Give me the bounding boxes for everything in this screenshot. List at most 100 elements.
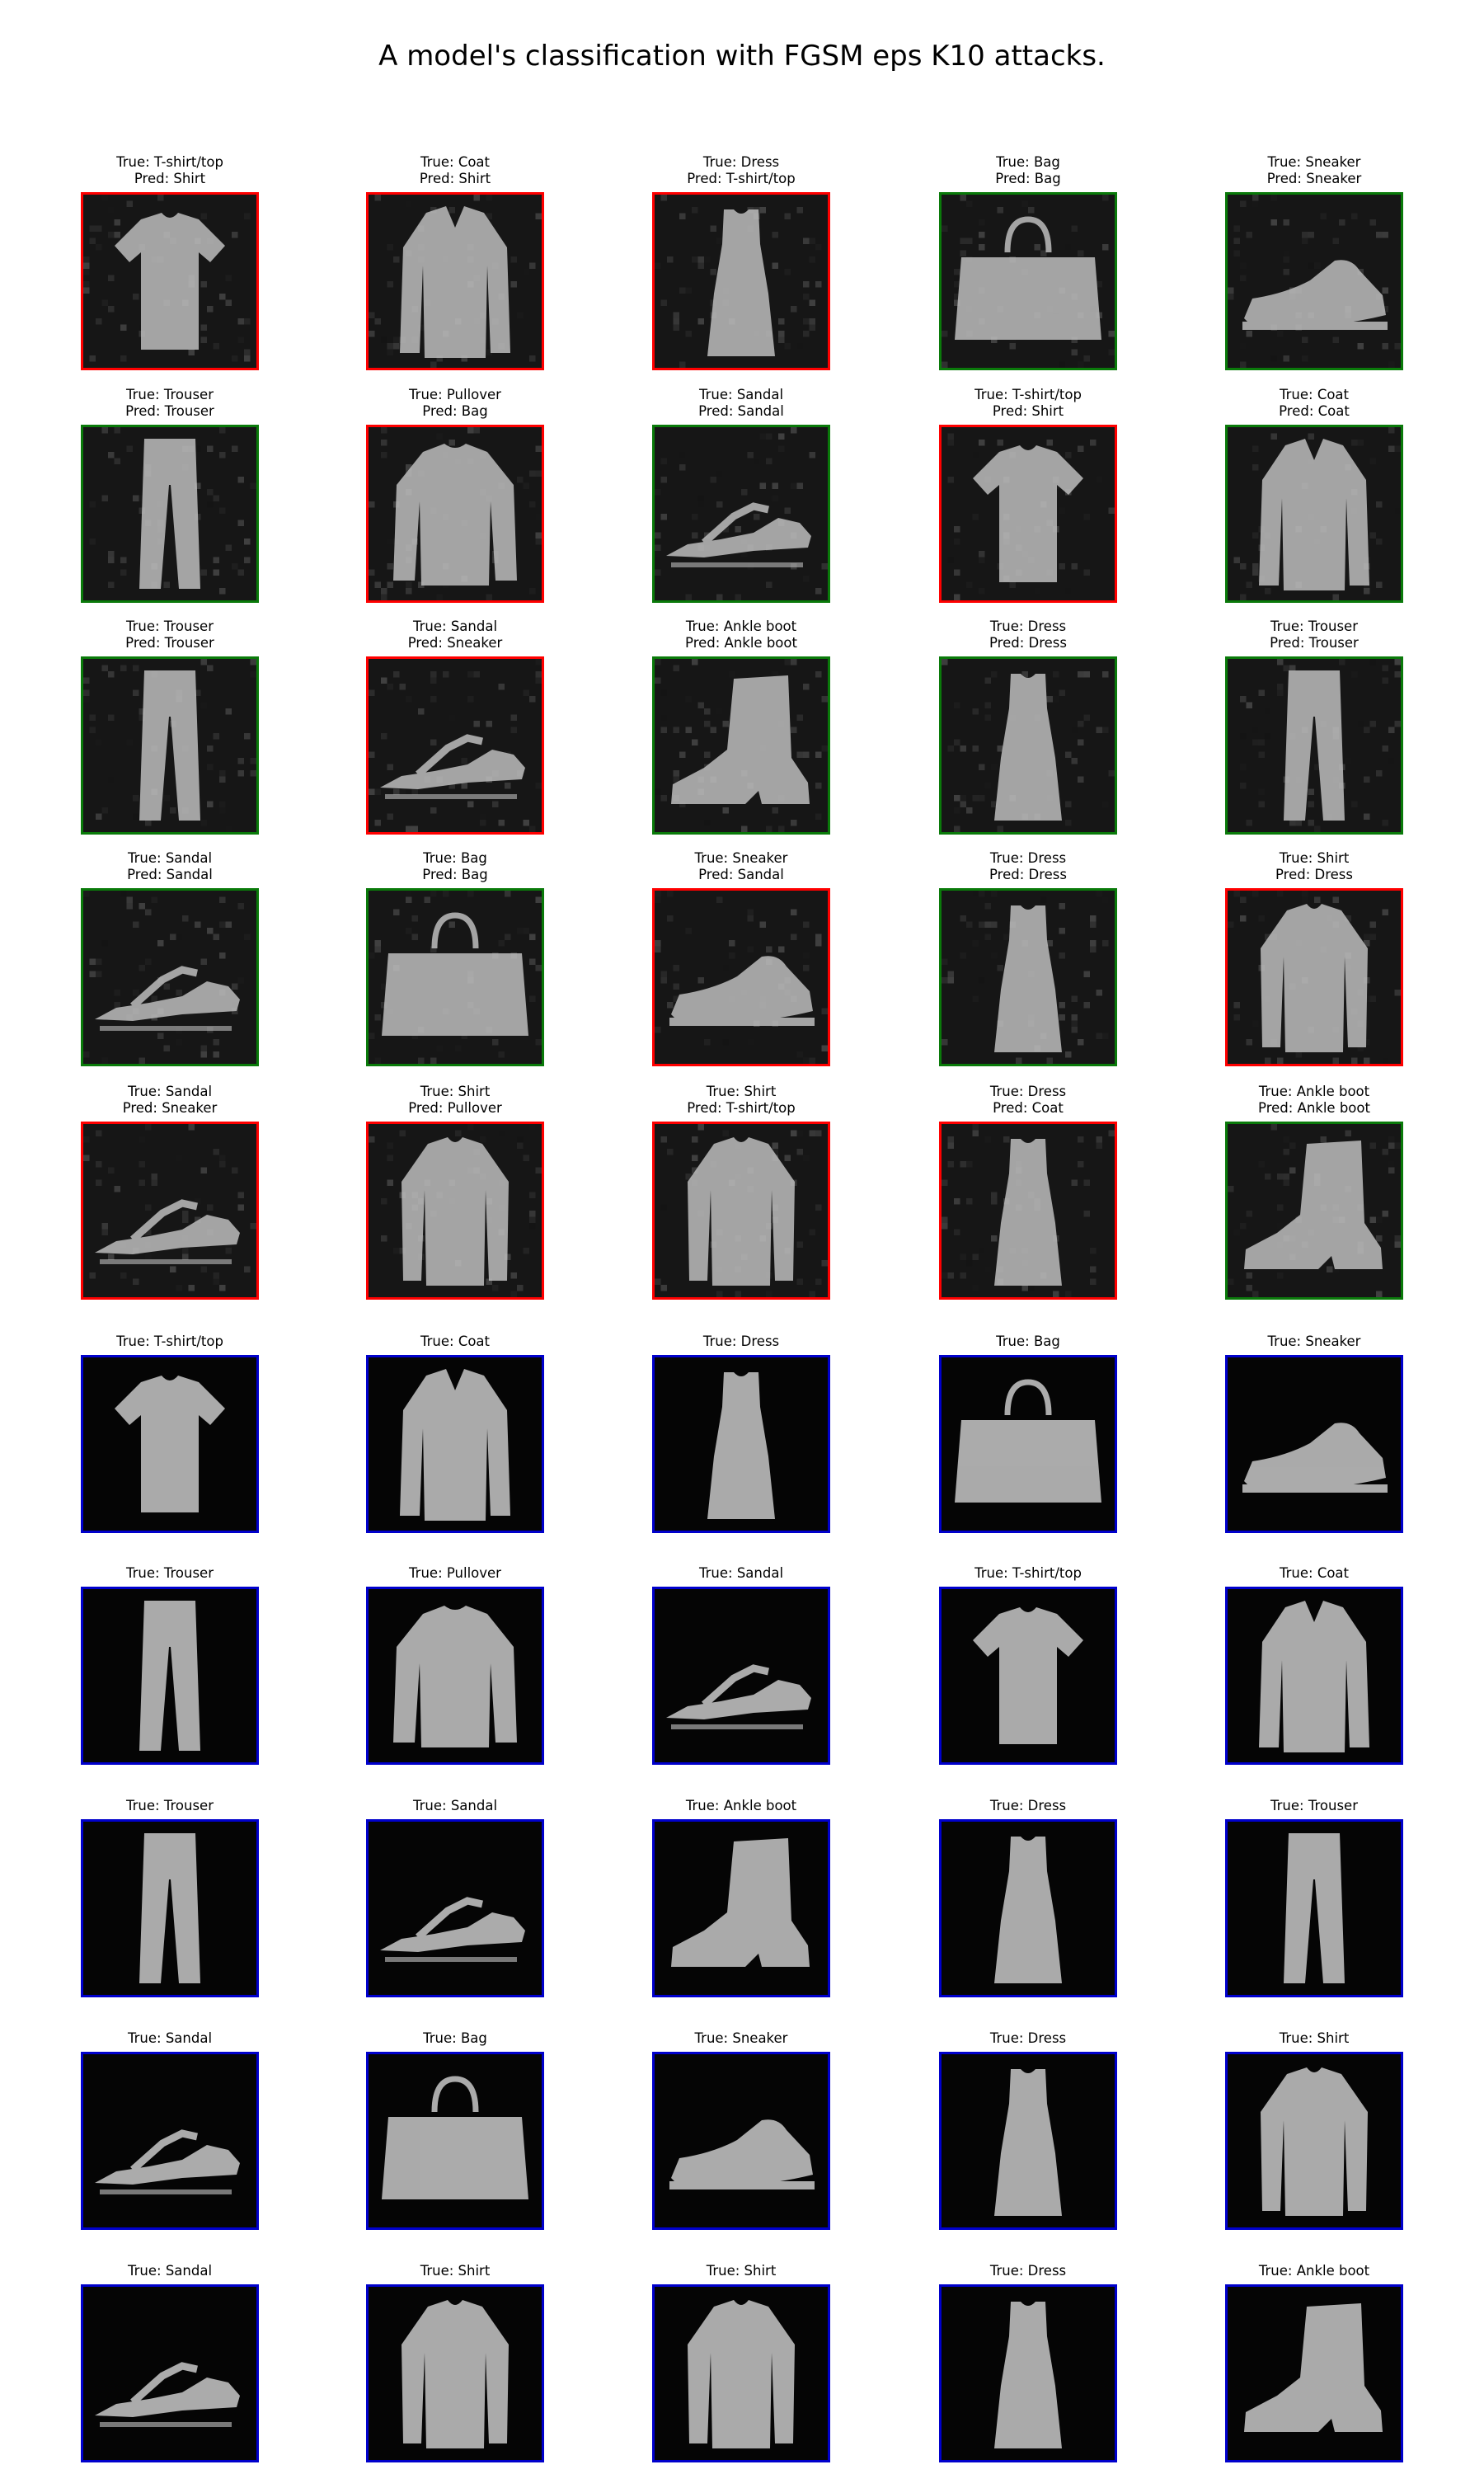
item-silhouette	[95, 2129, 240, 2194]
true-label: True: Trouser	[125, 1565, 214, 1581]
true-label: True: Dress	[989, 1798, 1067, 1813]
true-label: True: Dress	[989, 2263, 1067, 2279]
fashion-image	[655, 427, 828, 600]
true-label: True: Bag	[423, 2030, 487, 2046]
clean-border	[366, 2052, 544, 2230]
cell-title: True: T-shirt/top Pred: Shirt	[48, 154, 292, 187]
pred-label: Pred: Coat	[1279, 403, 1350, 419]
incorrect-border	[366, 425, 544, 603]
fashion-image	[1228, 891, 1401, 1064]
cell-title: True: Sneaker Pred: Sneaker	[1192, 154, 1436, 187]
cell-title: True: Coat	[1192, 1565, 1436, 1582]
clean-border	[652, 2284, 830, 2462]
true-label: True: Coat	[1279, 1565, 1350, 1581]
cell-title: True: Sandal	[48, 2263, 292, 2279]
correct-border	[652, 656, 830, 835]
clean-border	[939, 2052, 1117, 2230]
item-silhouette	[1261, 904, 1368, 1052]
cell-title: True: Dress	[906, 1798, 1150, 1814]
fashion-image	[942, 427, 1115, 600]
cell-title: True: Sandal Pred: Sneaker	[48, 1084, 292, 1117]
fashion-image	[942, 1589, 1115, 1762]
true-label: True: Shirt	[1279, 2030, 1350, 2046]
item-silhouette	[994, 2069, 1062, 2216]
incorrect-border	[1225, 888, 1403, 1066]
true-label: True: Sneaker	[1267, 1333, 1361, 1349]
fashion-image	[83, 2054, 256, 2227]
fashion-image	[655, 1357, 828, 1531]
true-label: True: Pullover	[409, 387, 501, 402]
correct-border	[652, 425, 830, 603]
correct-border	[939, 192, 1117, 370]
pred-label: Pred: Trouser	[125, 635, 214, 651]
true-label: True: Trouser	[1270, 1798, 1358, 1813]
fashion-image	[369, 1124, 542, 1297]
item-silhouette	[994, 674, 1062, 821]
item-silhouette	[973, 445, 1083, 582]
clean-border	[366, 1355, 544, 1533]
item-silhouette	[115, 1376, 225, 1512]
incorrect-border	[366, 656, 544, 835]
item-silhouette	[393, 1606, 517, 1747]
incorrect-border	[81, 192, 259, 370]
pred-label: Pred: Ankle boot	[1258, 1100, 1370, 1116]
cell-title: True: Trouser	[48, 1798, 292, 1814]
item-silhouette	[666, 1664, 811, 1729]
fashion-image	[942, 2054, 1115, 2227]
pred-label: Pred: Sneaker	[1266, 171, 1362, 186]
cell-title: True: Shirt Pred: T-shirt/top	[619, 1084, 863, 1117]
true-label: True: Shirt	[1279, 850, 1350, 866]
true-label: True: Bag	[996, 1333, 1060, 1349]
fashion-image	[369, 891, 542, 1064]
true-label: True: Sandal	[127, 850, 213, 866]
fashion-image	[369, 1822, 542, 1995]
true-label: True: Coat	[1279, 387, 1350, 402]
fashion-image	[83, 891, 256, 1064]
cell-title: True: Dress Pred: Coat	[906, 1084, 1150, 1117]
true-label: True: Coat	[420, 1333, 491, 1349]
cell-title: True: Ankle boot Pred: Ankle boot	[1192, 1084, 1436, 1117]
fashion-image	[942, 1357, 1115, 1531]
clean-border	[81, 1587, 259, 1765]
true-label: True: Sandal	[127, 2263, 213, 2279]
item-silhouette	[380, 1897, 525, 1962]
item-silhouette	[1244, 2303, 1383, 2432]
true-label: True: Bag	[996, 154, 1060, 170]
cell-title: True: Dress	[906, 2263, 1150, 2279]
cell-title: True: T-shirt/top	[48, 1333, 292, 1350]
fashion-image	[1228, 427, 1401, 600]
cell-title: True: Coat	[333, 1333, 577, 1350]
fashion-image	[369, 2054, 542, 2227]
correct-border	[366, 888, 544, 1066]
item-silhouette	[402, 1137, 509, 1286]
incorrect-border	[939, 425, 1117, 603]
fashion-image	[83, 1124, 256, 1297]
clean-border	[939, 1819, 1117, 1997]
true-label: True: Trouser	[1270, 618, 1358, 634]
clean-border	[1225, 2284, 1403, 2462]
item-silhouette	[1242, 260, 1388, 330]
pred-label: Pred: Bag	[995, 171, 1061, 186]
true-label: True: Sandal	[127, 2030, 213, 2046]
incorrect-border	[939, 1122, 1117, 1300]
clean-border	[81, 1819, 259, 1997]
true-label: True: Dress	[989, 618, 1067, 634]
item-silhouette	[1261, 2067, 1368, 2216]
item-silhouette	[1284, 670, 1345, 821]
fashion-image	[942, 1124, 1115, 1297]
correct-border	[939, 656, 1117, 835]
fashion-image	[369, 427, 542, 600]
incorrect-border	[652, 192, 830, 370]
cell-title: True: Dress Pred: T-shirt/top	[619, 154, 863, 187]
fashion-image	[83, 1357, 256, 1531]
cell-title: True: Shirt	[333, 2263, 577, 2279]
pred-label: Pred: Coat	[993, 1100, 1064, 1116]
item-silhouette	[1259, 1601, 1369, 1752]
cell-title: True: Sandal Pred: Sneaker	[333, 618, 577, 651]
item-silhouette	[994, 905, 1062, 1052]
item-silhouette	[669, 956, 815, 1026]
clean-border	[939, 2284, 1117, 2462]
true-label: True: Ankle boot	[1258, 1084, 1370, 1099]
cell-title: True: Trouser Pred: Trouser	[48, 387, 292, 420]
item-silhouette	[95, 966, 240, 1031]
